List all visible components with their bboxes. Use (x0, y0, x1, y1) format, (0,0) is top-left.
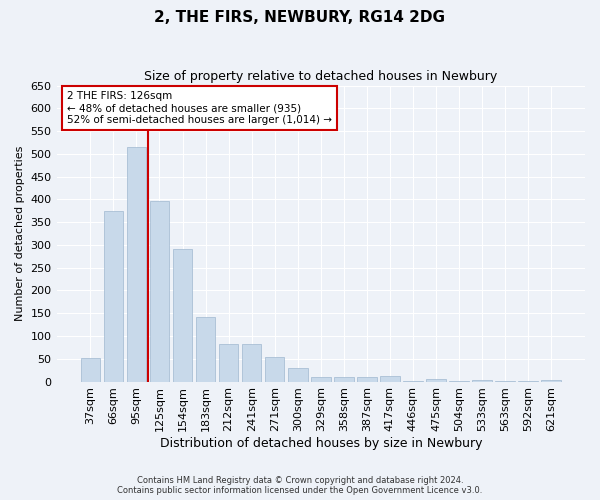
X-axis label: Distribution of detached houses by size in Newbury: Distribution of detached houses by size … (160, 437, 482, 450)
Bar (357, 376, 377, 382)
Bar (80, 358, 100, 382)
Bar (541, 380, 561, 382)
Text: 2, THE FIRS, NEWBURY, RG14 2DG: 2, THE FIRS, NEWBURY, RG14 2DG (155, 10, 445, 25)
Bar (104, 212, 123, 382)
Bar (149, 201, 169, 382)
Bar (426, 380, 446, 382)
Bar (380, 376, 400, 382)
Bar (265, 357, 284, 382)
Bar (472, 380, 492, 382)
Bar (449, 380, 469, 382)
Bar (127, 147, 146, 382)
Bar (496, 380, 515, 382)
Y-axis label: Number of detached properties: Number of detached properties (15, 146, 25, 322)
Bar (288, 368, 308, 382)
Bar (173, 248, 193, 382)
Bar (311, 378, 331, 382)
Bar (334, 378, 353, 382)
Bar (196, 317, 215, 382)
Bar (242, 344, 262, 382)
Text: 2 THE FIRS: 126sqm
← 48% of detached houses are smaller (935)
52% of semi-detach: 2 THE FIRS: 126sqm ← 48% of detached hou… (67, 92, 332, 124)
Text: Contains HM Land Registry data © Crown copyright and database right 2024.
Contai: Contains HM Land Registry data © Crown c… (118, 476, 482, 495)
Title: Size of property relative to detached houses in Newbury: Size of property relative to detached ho… (144, 70, 497, 83)
Bar (403, 380, 423, 382)
Bar (219, 344, 238, 382)
